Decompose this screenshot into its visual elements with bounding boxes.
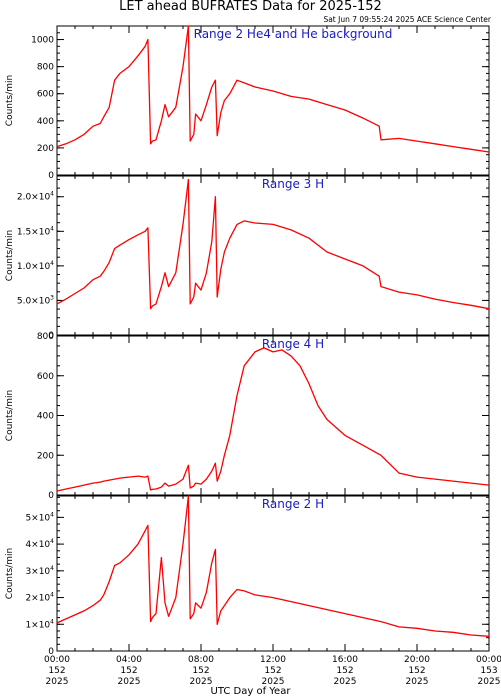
plot-frame	[56, 495, 490, 652]
y-tick-label: 5.0×103	[17, 294, 54, 306]
y-tick-label: 2.0×104	[17, 191, 54, 203]
plot-frame	[56, 175, 490, 336]
series-line	[56, 495, 490, 637]
y-tick-label: 200	[37, 144, 54, 154]
y-axis-label: Counts/min	[5, 75, 15, 126]
y-tick-label: 1.5×104	[17, 225, 54, 237]
y-tick-label: 2×104	[25, 592, 54, 604]
y-tick-label: 400	[37, 117, 54, 127]
x-tick-label: 2025	[262, 677, 285, 687]
y-tick-label: 1.0×104	[17, 260, 54, 272]
x-tick-label: 152	[192, 666, 209, 676]
panel-1: 0 200 400 600 800 1000 Range 2 He4 and He back…	[5, 25, 490, 181]
x-tick-label: 153	[480, 666, 497, 676]
y-tick-label: 0	[48, 647, 54, 657]
x-tick-label: 2025	[478, 677, 501, 687]
y-tick-label: 3×104	[25, 565, 54, 577]
chart-title: LET ahead BUFRATES Data for 2025-152	[119, 0, 382, 14]
panel-2: 0 5.0×103 1.0×104 1.5×104 2.0×104 Range 3 H Co…	[5, 175, 490, 341]
x-tick-label: 04:00	[116, 655, 142, 665]
y-tick-label: 600	[37, 372, 54, 382]
y-tick-label: 1000	[31, 36, 54, 46]
x-tick-label: 152	[120, 666, 137, 676]
y-tick-label: 1×104	[25, 618, 54, 630]
y-tick-label: 4×104	[25, 538, 54, 550]
y-tick-label: 200	[37, 451, 54, 461]
x-tick-label: 2025	[406, 677, 429, 687]
panel-title: Range 2 H	[262, 497, 324, 511]
x-tick-label: 2025	[190, 677, 213, 687]
y-tick-label: 0	[48, 171, 54, 181]
panel-3: 0 200 400 600 800 Range 4 H Counts/min	[5, 332, 490, 501]
x-axis-title: UTC Day of Year	[210, 686, 291, 697]
y-axis-label: Counts/min	[5, 230, 15, 281]
x-tick-label: 152	[264, 666, 281, 676]
x-tick-label: 16:00	[332, 655, 358, 665]
y-tick-label: 400	[37, 412, 54, 422]
y-tick-label: 600	[37, 90, 54, 100]
x-tick-label: 08:00	[188, 655, 214, 665]
y-tick-label: 800	[37, 332, 54, 342]
x-tick-label: 152	[408, 666, 425, 676]
series-line	[56, 347, 490, 492]
x-tick-label: 152	[336, 666, 353, 676]
panel-4: 0 1×104 2×104 3×104 4×104 5×104 Range 2 H Count…	[5, 495, 490, 657]
x-tick-label: 2025	[118, 677, 141, 687]
y-tick-label: 5×104	[25, 511, 54, 523]
timestamp: Sat Jun 7 09:55:24 2025 ACE Science Cent…	[323, 15, 491, 24]
y-axis-label: Counts/min	[5, 390, 15, 441]
x-tick-label: 12:00	[260, 655, 286, 665]
x-tick-label: 00:00	[44, 655, 70, 665]
plot-frame	[56, 335, 490, 496]
panel-title: Range 2 He4 and He background	[194, 27, 393, 41]
x-tick-label: 2025	[46, 677, 69, 687]
x-tick-label: 20:00	[404, 655, 430, 665]
y-tick-label: 0	[48, 491, 54, 501]
plot-frame	[56, 25, 490, 176]
y-axis-label: Counts/min	[5, 548, 15, 599]
y-tick-label: 800	[37, 63, 54, 73]
series-line	[56, 178, 490, 310]
panel-title: Range 4 H	[262, 337, 324, 351]
x-tick-label: 00:00	[476, 655, 501, 665]
series-line	[56, 25, 490, 153]
panel-title: Range 3 H	[262, 177, 324, 191]
x-tick-label: 152	[48, 666, 65, 676]
x-tick-label: 2025	[334, 677, 357, 687]
y-tick-label: 0	[48, 331, 54, 341]
